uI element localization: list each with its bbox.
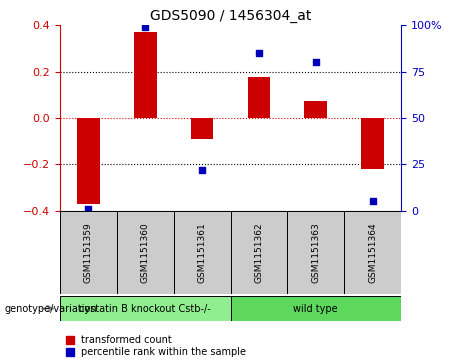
Text: GSM1151361: GSM1151361 [198, 222, 207, 283]
Bar [174, 211, 230, 294]
Bar [77, 118, 100, 204]
Bar [191, 118, 213, 139]
Bar [304, 101, 327, 118]
Bar [344, 211, 401, 294]
Bar [287, 211, 344, 294]
Bar [117, 211, 174, 294]
Point [85, 206, 92, 212]
Bar [230, 211, 287, 294]
Bar [230, 296, 401, 321]
Title: GDS5090 / 1456304_at: GDS5090 / 1456304_at [150, 9, 311, 23]
Text: GSM1151363: GSM1151363 [311, 222, 320, 283]
Bar [60, 296, 230, 321]
Text: GSM1151362: GSM1151362 [254, 222, 263, 283]
Text: GSM1151359: GSM1151359 [84, 222, 93, 283]
Text: GSM1151360: GSM1151360 [141, 222, 150, 283]
Text: genotype/variation: genotype/variation [5, 303, 97, 314]
Point [142, 24, 149, 30]
Bar [60, 211, 117, 294]
Point [198, 167, 206, 173]
Point [369, 198, 376, 204]
Bar [134, 32, 157, 118]
Point [312, 60, 319, 65]
Bar [248, 77, 270, 118]
Bar [361, 118, 384, 169]
Text: cystatin B knockout Cstb-/-: cystatin B knockout Cstb-/- [79, 303, 211, 314]
Text: GSM1151364: GSM1151364 [368, 222, 377, 283]
Text: wild type: wild type [294, 303, 338, 314]
Point [255, 50, 263, 56]
Legend: transformed count, percentile rank within the sample: transformed count, percentile rank withi… [65, 334, 247, 358]
